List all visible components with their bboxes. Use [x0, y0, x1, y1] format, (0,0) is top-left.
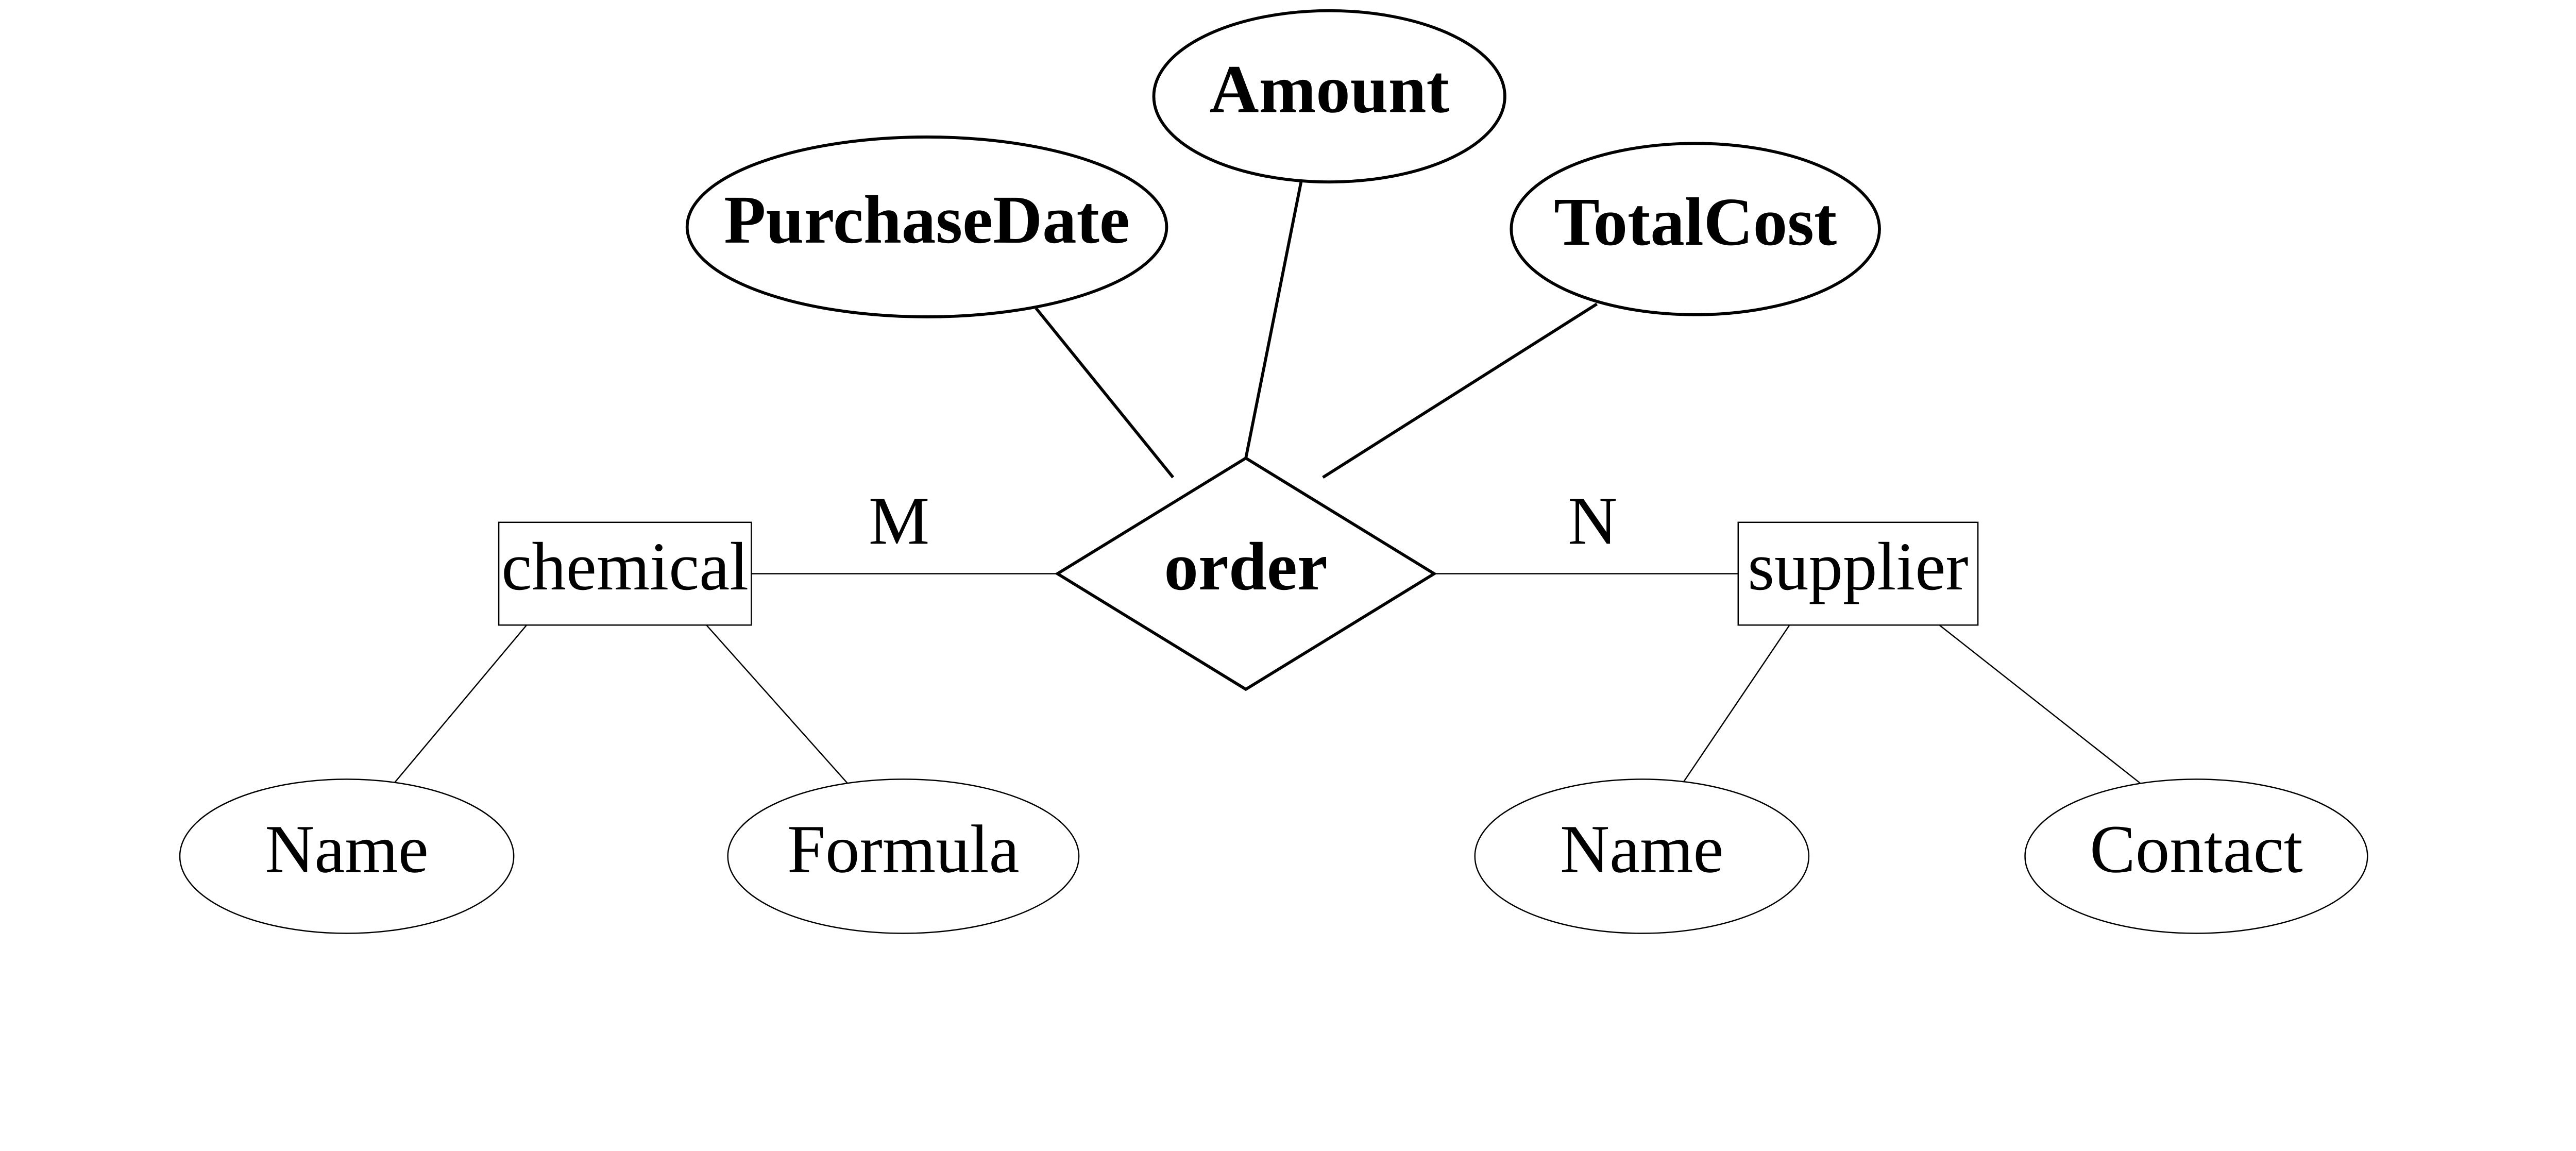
edge-supplier-supplier-contact — [1939, 625, 2141, 783]
attr-total-cost-label: TotalCost — [1554, 184, 1837, 260]
attr-chemical-name-label: Name — [265, 811, 428, 887]
relationship-order-label: order — [1164, 529, 1327, 604]
attr-purchase-date-label: PurchaseDate — [724, 182, 1130, 258]
attr-supplier-name-label: Name — [1560, 811, 1723, 887]
edge-order-purchase-date — [1036, 308, 1173, 477]
edge-supplier-supplier-name — [1683, 625, 1790, 783]
edge-order-amount — [1246, 180, 1301, 458]
cardinality-M: M — [869, 483, 929, 558]
attr-amount-label: Amount — [1210, 51, 1449, 127]
entity-chemical-label: chemical — [501, 529, 749, 604]
edge-chemical-chemical-formula — [706, 625, 848, 783]
attr-chemical-formula-label: Formula — [787, 811, 1019, 887]
cardinality-N: N — [1568, 483, 1617, 558]
edge-chemical-chemical-name — [394, 625, 527, 783]
er-diagram: order chemical supplier PurchaseDate Amount T… — [0, 0, 2576, 956]
edge-order-total-cost — [1323, 304, 1597, 478]
attr-supplier-contact-label: Contact — [2090, 811, 2303, 887]
entity-supplier-label: supplier — [1748, 529, 1968, 604]
